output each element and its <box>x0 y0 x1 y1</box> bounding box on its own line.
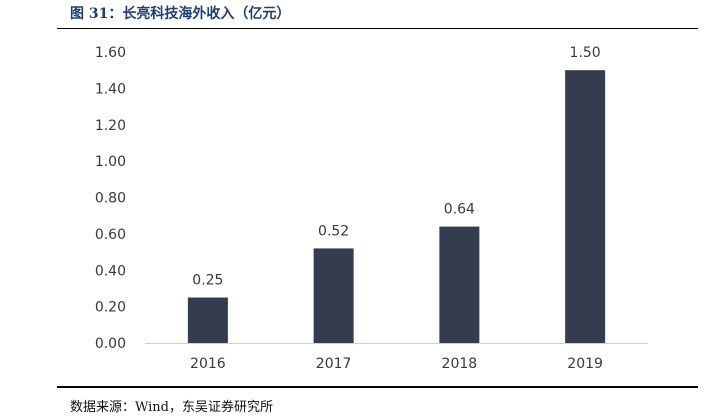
top-rule <box>57 28 698 29</box>
y-tick-label: 1.00 <box>95 154 126 170</box>
x-tick-label: 2016 <box>190 356 226 372</box>
bar-2019 <box>565 70 606 343</box>
y-tick-label: 0.80 <box>95 191 126 207</box>
bottom-rule <box>57 386 698 388</box>
x-tick-label: 2019 <box>567 356 603 372</box>
bar-2017 <box>313 248 354 343</box>
bars <box>187 70 606 343</box>
y-tick-label: 1.20 <box>95 118 126 134</box>
y-tick-label: 1.60 <box>95 45 126 61</box>
x-tick-label: 2017 <box>316 356 352 372</box>
source-note: 数据来源：Wind，东吴证券研究所 <box>70 400 273 415</box>
chart-title: 图 31：长亮科技海外收入（亿元） <box>70 6 291 22</box>
y-tick-label: 0.60 <box>95 227 126 243</box>
data-label: 1.50 <box>570 45 601 61</box>
data-label: 0.52 <box>318 223 349 239</box>
bar-2016 <box>187 297 228 343</box>
data-labels: 0.25 0.52 0.64 1.50 <box>192 45 600 288</box>
x-axis: 2016 2017 2018 2019 <box>190 356 603 372</box>
y-tick-label: 0.40 <box>95 263 126 279</box>
data-label: 0.64 <box>444 202 475 218</box>
y-tick-label: 1.40 <box>95 81 126 97</box>
y-axis: 0.00 0.20 0.40 0.60 0.80 1.00 1.20 1.40 1.60 <box>95 45 126 352</box>
y-tick-label: 0.20 <box>95 300 126 316</box>
bar-2018 <box>439 226 480 343</box>
y-tick-label: 0.00 <box>95 336 126 352</box>
x-tick-label: 2018 <box>442 356 478 372</box>
data-label: 0.25 <box>192 273 223 289</box>
